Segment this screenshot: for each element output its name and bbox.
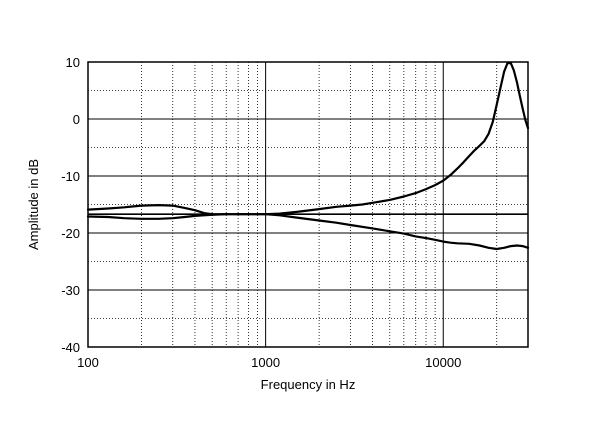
y-tick-label: -30 (61, 283, 80, 298)
series-line-1 (86, 62, 530, 216)
x-axis-title: Frequency in Hz (261, 377, 356, 392)
x-tick-label: 10000 (425, 355, 461, 370)
x-tick-label: 1000 (251, 355, 280, 370)
y-tick-label: -20 (61, 226, 80, 241)
y-tick-label: 0 (73, 112, 80, 127)
y-tick-label: -40 (61, 340, 80, 355)
tick-labels: 100 1000 10000 -40 -30 -20 -10 0 10 (61, 55, 461, 370)
x-tick-label: 100 (77, 355, 99, 370)
plot-frame (87, 61, 529, 348)
series-line-2 (86, 213, 530, 251)
y-axis-title: Amplitude in dB (26, 159, 41, 250)
series-layer (86, 62, 530, 251)
y-tick-label: -10 (61, 169, 80, 184)
y-tick-label: 10 (66, 55, 80, 70)
